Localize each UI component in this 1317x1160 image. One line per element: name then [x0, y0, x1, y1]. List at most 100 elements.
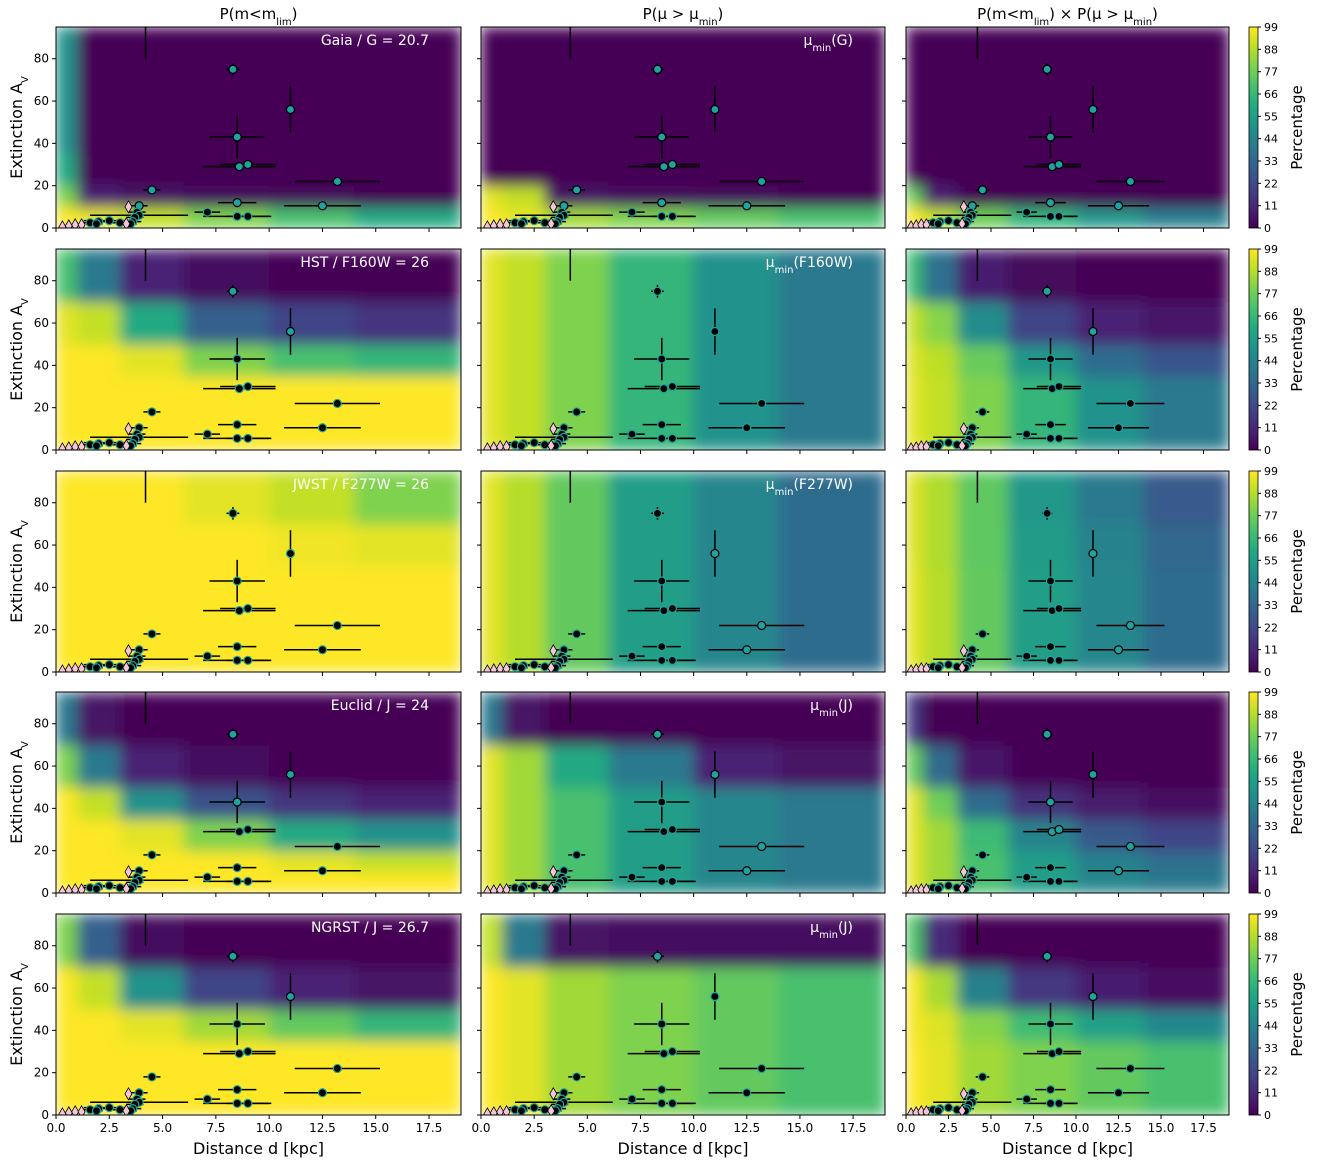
panel-annotation-part: (J): [838, 920, 853, 936]
point: [516, 1106, 526, 1115]
x-tick-label: 5.0: [153, 1121, 172, 1135]
heat-cell: [608, 850, 695, 873]
panel: [56, 692, 461, 893]
heat-cell: [77, 1009, 121, 1042]
heatmap: [481, 471, 885, 672]
point: [652, 508, 663, 518]
point: [742, 201, 752, 211]
x-tick-label: 0.0: [46, 1121, 65, 1135]
heat-cell: [354, 744, 461, 788]
heat-cell: [608, 301, 695, 345]
heat-cell: [608, 344, 695, 377]
point: [933, 663, 943, 672]
heat-cell: [56, 692, 78, 746]
panel-annotation: μmin(F160W): [766, 255, 853, 276]
heat-cell: [77, 344, 121, 377]
heat-cell: [269, 566, 355, 599]
colorbar-tick-label: 0: [1264, 444, 1271, 457]
x-tick-label: 7.5: [206, 1121, 225, 1135]
heat-cell: [119, 629, 185, 652]
heat-cell: [544, 692, 610, 746]
point: [332, 620, 342, 631]
heat-cell: [906, 1009, 924, 1042]
point: [540, 883, 550, 893]
point: [627, 1094, 637, 1104]
heat-cell: [906, 471, 924, 525]
heat-cell: [923, 407, 958, 430]
heat-cell: [502, 471, 546, 525]
heat-cell: [778, 428, 885, 450]
heat-cell: [957, 914, 1009, 968]
heatmap: [56, 692, 461, 893]
diamond-point: [77, 440, 86, 450]
heat-cell: [502, 597, 546, 631]
heat-cell: [1008, 428, 1077, 450]
heat-cell: [1008, 523, 1077, 567]
heat-cell: [1076, 344, 1145, 377]
heat-cell: [544, 787, 610, 820]
point: [234, 1049, 244, 1059]
colorbar: [1248, 913, 1259, 1116]
diamond-point: [502, 440, 511, 450]
heat-cell: [1008, 818, 1077, 852]
heat-cell: [693, 566, 780, 599]
heatmap: [906, 692, 1229, 893]
heat-cell: [906, 249, 924, 303]
diamond-point: [922, 1105, 931, 1115]
point: [977, 629, 988, 639]
heat-cell: [481, 597, 503, 631]
heat-cell: [56, 27, 78, 81]
colorbar-tick-label: 55: [1264, 997, 1278, 1010]
y-tick-label: 20: [34, 401, 49, 415]
point: [1054, 159, 1064, 170]
heat-cell: [481, 629, 503, 652]
point: [566, 234, 574, 242]
point: [627, 872, 637, 882]
heat-cell: [693, 871, 780, 893]
heat-cell: [77, 523, 121, 567]
heat-cell: [544, 249, 610, 303]
heat-cell: [269, 301, 355, 345]
heat-cell: [119, 523, 185, 567]
heat-cell: [502, 344, 546, 377]
heat-cell: [544, 27, 610, 81]
heat-cell: [608, 471, 695, 525]
heat-cell: [1076, 629, 1145, 652]
x-tick-label: 0.0: [896, 1121, 915, 1135]
panel-frame: [480, 470, 886, 673]
point: [234, 606, 244, 616]
heat-cell: [693, 692, 780, 746]
colorbar-tick-label: 88: [1264, 43, 1278, 56]
diamond-point: [922, 218, 931, 228]
point: [115, 218, 125, 228]
panel-frame: [480, 691, 886, 894]
point: [943, 437, 954, 448]
colorbar-tick-label: 77: [1264, 510, 1278, 523]
heat-cell: [269, 79, 355, 123]
heat-cell: [906, 566, 924, 599]
x-tick-label: 15.0: [1148, 1121, 1175, 1135]
colorbar-tick-label: 55: [1264, 332, 1278, 345]
point: [540, 440, 550, 450]
point: [973, 456, 981, 464]
heat-cell: [1144, 344, 1229, 377]
heat-cell: [778, 249, 885, 303]
point: [1113, 1088, 1124, 1098]
heat-cell: [608, 914, 695, 968]
point: [1054, 1098, 1064, 1108]
heat-cell: [608, 818, 695, 852]
heat-cell: [1144, 1009, 1229, 1042]
point: [1054, 824, 1064, 835]
colorbar-tick-label: 44: [1264, 577, 1278, 590]
point: [657, 433, 667, 443]
heat-cell: [1144, 871, 1229, 893]
panel-annotation-part: min: [819, 708, 838, 719]
diamond-point: [922, 662, 931, 672]
diamond-point: [77, 662, 86, 672]
diamond-point: [58, 1107, 67, 1115]
heat-cell: [693, 79, 780, 123]
diamond-point: [483, 664, 492, 672]
heat-cell: [957, 344, 1009, 377]
heat-cell: [1144, 27, 1229, 81]
colorbar-tick-label: 88: [1264, 265, 1278, 278]
